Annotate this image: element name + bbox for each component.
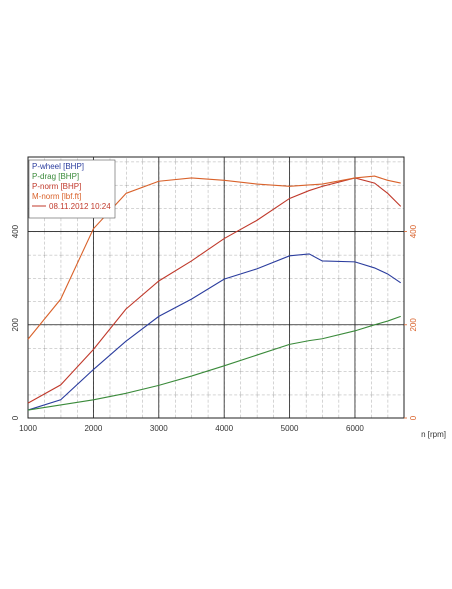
y2-tick-label: 400 — [409, 224, 418, 238]
series-line — [27, 177, 402, 404]
x-tick-label: 1000 — [19, 424, 37, 433]
legend-box — [28, 159, 116, 219]
x-axis-label: n [rpm] — [421, 430, 446, 439]
y2-tick-label: 0 — [409, 415, 418, 420]
y-tick-label: 200 — [11, 318, 20, 332]
legend: P-wheel [BHP]P-drag [BHP]P-norm [BHP]M-n… — [28, 159, 116, 219]
y-tick-label: 400 — [11, 224, 20, 238]
legend-label: P-norm [BHP] — [32, 182, 81, 191]
x-tick-label: 5000 — [281, 424, 299, 433]
y2-tick-label: 200 — [409, 318, 418, 332]
legend-label: M-norm [lbf.ft] — [32, 192, 81, 201]
legend-run-label: 08.11.2012 10:24 — [49, 202, 111, 211]
y-tick-label: 0 — [11, 415, 20, 420]
x-tick-label: 4000 — [215, 424, 233, 433]
x-tick-label: 6000 — [346, 424, 364, 433]
legend-label: P-wheel [BHP] — [32, 162, 84, 171]
legend-label: P-drag [BHP] — [32, 172, 79, 181]
x-tick-label: 2000 — [84, 424, 102, 433]
x-tick-label: 3000 — [150, 424, 168, 433]
series-line — [27, 253, 402, 411]
series-line — [27, 315, 401, 411]
